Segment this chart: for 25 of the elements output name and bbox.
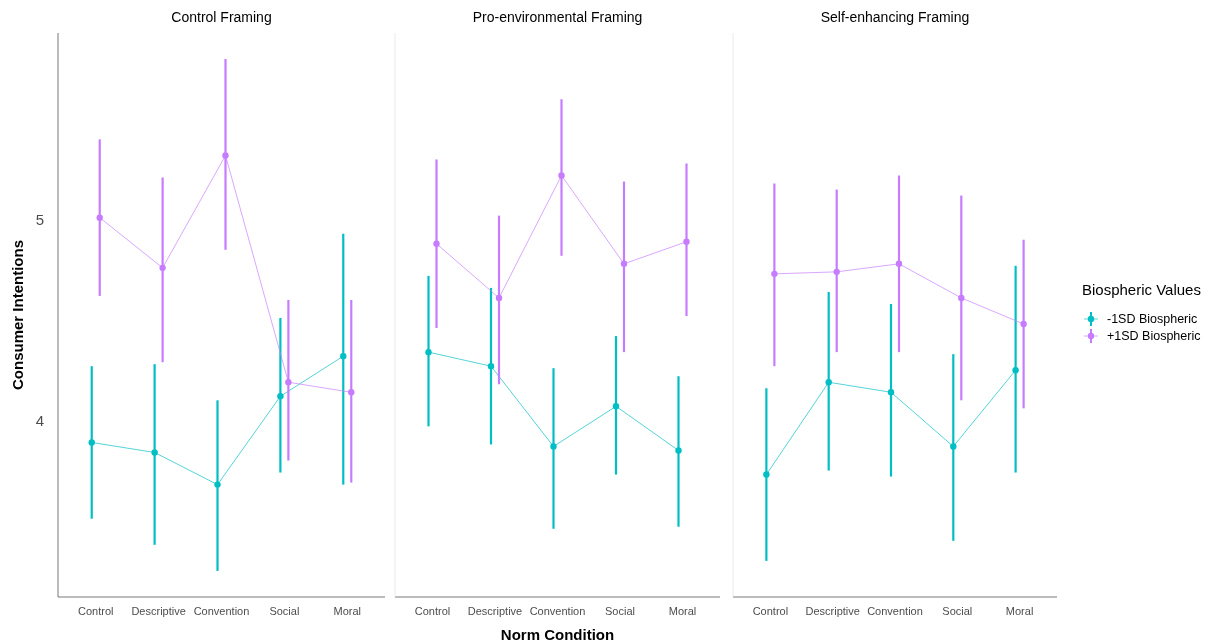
- legend-label: -1SD Biospheric: [1107, 312, 1198, 327]
- x-tick-label: Social: [269, 605, 300, 617]
- y-tick-label: 5: [35, 210, 44, 228]
- x-tick-label: Control: [752, 605, 789, 617]
- x-tick-label: Social: [942, 605, 973, 617]
- x-tick-label: Control: [78, 605, 114, 617]
- y-tick-label: 4: [35, 411, 44, 429]
- chart-title: Control Framing: [171, 9, 272, 25]
- x-tick-label: Convention: [867, 605, 923, 617]
- x-tick-label: Convention: [529, 605, 586, 617]
- x-tick-label: Control: [414, 605, 451, 617]
- chart-title: Pro-environmental Framing: [472, 9, 643, 25]
- x-axis-title: Norm Condition: [500, 626, 615, 643]
- x-tick-label: Moral: [668, 605, 697, 617]
- x-tick-label: Convention: [193, 605, 250, 617]
- legend-label: +1SD Biospheric: [1107, 329, 1201, 344]
- legend-title: Biospheric Values: [1082, 281, 1201, 298]
- x-tick-label: Social: [605, 605, 635, 617]
- x-tick-label: Descriptive: [131, 605, 186, 617]
- chart-title: Self-enhancing Framing: [820, 9, 970, 25]
- x-tick-label: Descriptive: [467, 605, 523, 617]
- x-tick-label: Moral: [1005, 605, 1034, 617]
- x-tick-label: Moral: [333, 605, 362, 617]
- x-tick-label: Descriptive: [805, 605, 860, 617]
- y-axis-title: Consumer Intentions: [9, 239, 26, 391]
